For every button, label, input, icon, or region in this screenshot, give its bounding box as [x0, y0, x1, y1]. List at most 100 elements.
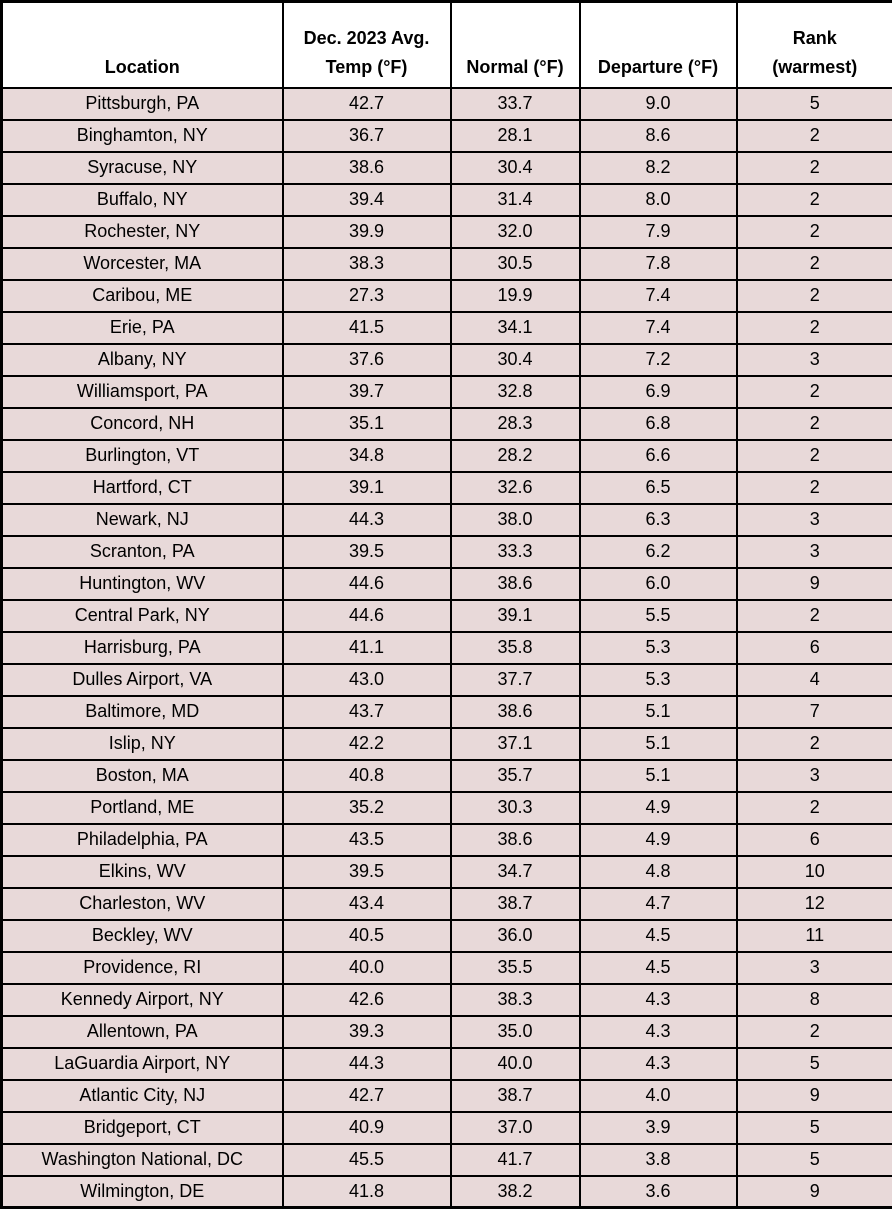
cell-rank: 5: [737, 1112, 892, 1144]
cell-avg_temp: 44.3: [283, 504, 451, 536]
cell-avg_temp: 40.5: [283, 920, 451, 952]
cell-rank: 3: [737, 536, 892, 568]
cell-normal: 34.1: [451, 312, 580, 344]
cell-rank: 2: [737, 600, 892, 632]
cell-normal: 35.7: [451, 760, 580, 792]
cell-departure: 6.8: [580, 408, 737, 440]
cell-avg_temp: 42.7: [283, 88, 451, 120]
column-header-normal: Normal (°F): [451, 2, 580, 88]
cell-location: Harrisburg, PA: [2, 632, 283, 664]
cell-rank: 2: [737, 312, 892, 344]
cell-rank: 7: [737, 696, 892, 728]
cell-normal: 28.2: [451, 440, 580, 472]
cell-normal: 30.3: [451, 792, 580, 824]
cell-normal: 32.0: [451, 216, 580, 248]
cell-normal: 35.8: [451, 632, 580, 664]
cell-avg_temp: 43.4: [283, 888, 451, 920]
cell-rank: 3: [737, 952, 892, 984]
cell-location: Atlantic City, NJ: [2, 1080, 283, 1112]
cell-location: Concord, NH: [2, 408, 283, 440]
cell-departure: 8.2: [580, 152, 737, 184]
column-header-label: Departure (°F): [581, 53, 736, 82]
column-header-label: Temp (°F): [284, 53, 450, 82]
cell-location: Albany, NY: [2, 344, 283, 376]
cell-rank: 3: [737, 504, 892, 536]
cell-departure: 4.3: [580, 1016, 737, 1048]
column-header-avg_temp: Dec. 2023 Avg.Temp (°F): [283, 2, 451, 88]
cell-rank: 9: [737, 1080, 892, 1112]
cell-departure: 4.9: [580, 792, 737, 824]
cell-rank: 2: [737, 248, 892, 280]
cell-location: Erie, PA: [2, 312, 283, 344]
cell-departure: 7.9: [580, 216, 737, 248]
cell-departure: 4.0: [580, 1080, 737, 1112]
cell-location: Philadelphia, PA: [2, 824, 283, 856]
cell-departure: 6.9: [580, 376, 737, 408]
cell-departure: 3.6: [580, 1176, 737, 1208]
cell-normal: 38.6: [451, 696, 580, 728]
cell-rank: 9: [737, 1176, 892, 1208]
cell-rank: 2: [737, 120, 892, 152]
cell-normal: 38.7: [451, 888, 580, 920]
cell-rank: 2: [737, 440, 892, 472]
cell-departure: 6.3: [580, 504, 737, 536]
cell-avg_temp: 38.6: [283, 152, 451, 184]
cell-departure: 5.5: [580, 600, 737, 632]
cell-departure: 7.4: [580, 280, 737, 312]
cell-rank: 9: [737, 568, 892, 600]
cell-normal: 33.7: [451, 88, 580, 120]
cell-avg_temp: 39.5: [283, 856, 451, 888]
cell-avg_temp: 34.8: [283, 440, 451, 472]
cell-normal: 37.1: [451, 728, 580, 760]
cell-rank: 4: [737, 664, 892, 696]
cell-location: Washington National, DC: [2, 1144, 283, 1176]
cell-departure: 7.4: [580, 312, 737, 344]
cell-location: Wilmington, DE: [2, 1176, 283, 1208]
cell-avg_temp: 35.2: [283, 792, 451, 824]
cell-location: Central Park, NY: [2, 600, 283, 632]
cell-location: Huntington, WV: [2, 568, 283, 600]
cell-rank: 2: [737, 152, 892, 184]
cell-rank: 8: [737, 984, 892, 1016]
cell-avg_temp: 37.6: [283, 344, 451, 376]
column-header-rank: Rank(warmest): [737, 2, 892, 88]
cell-normal: 38.6: [451, 824, 580, 856]
cell-departure: 9.0: [580, 88, 737, 120]
cell-departure: 5.1: [580, 696, 737, 728]
cell-departure: 5.1: [580, 728, 737, 760]
cell-rank: 2: [737, 728, 892, 760]
cell-normal: 32.6: [451, 472, 580, 504]
cell-departure: 8.6: [580, 120, 737, 152]
cell-rank: 5: [737, 88, 892, 120]
cell-location: Allentown, PA: [2, 1016, 283, 1048]
cell-normal: 38.2: [451, 1176, 580, 1208]
column-header-label: Location: [3, 53, 282, 82]
cell-avg_temp: 39.5: [283, 536, 451, 568]
cell-departure: 3.9: [580, 1112, 737, 1144]
cell-departure: 4.3: [580, 1048, 737, 1080]
column-header-location: Location: [2, 2, 283, 88]
cell-location: Scranton, PA: [2, 536, 283, 568]
cell-rank: 6: [737, 824, 892, 856]
cell-avg_temp: 39.4: [283, 184, 451, 216]
cell-avg_temp: 39.3: [283, 1016, 451, 1048]
cell-avg_temp: 44.3: [283, 1048, 451, 1080]
